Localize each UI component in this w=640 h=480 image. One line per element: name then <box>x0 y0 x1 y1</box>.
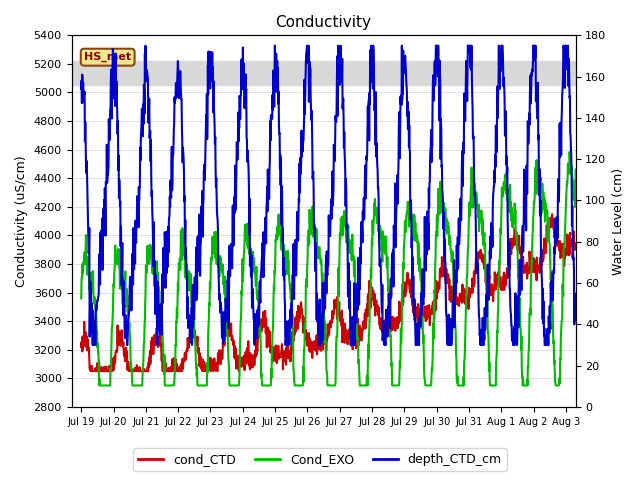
Text: HS_met: HS_met <box>84 52 131 62</box>
Y-axis label: Water Level (cm): Water Level (cm) <box>612 168 625 275</box>
Legend: cond_CTD, Cond_EXO, depth_CTD_cm: cond_CTD, Cond_EXO, depth_CTD_cm <box>133 448 507 471</box>
Y-axis label: Conductivity (uS/cm): Conductivity (uS/cm) <box>15 156 28 287</box>
Bar <box>72 61 575 85</box>
Title: Conductivity: Conductivity <box>276 15 372 30</box>
